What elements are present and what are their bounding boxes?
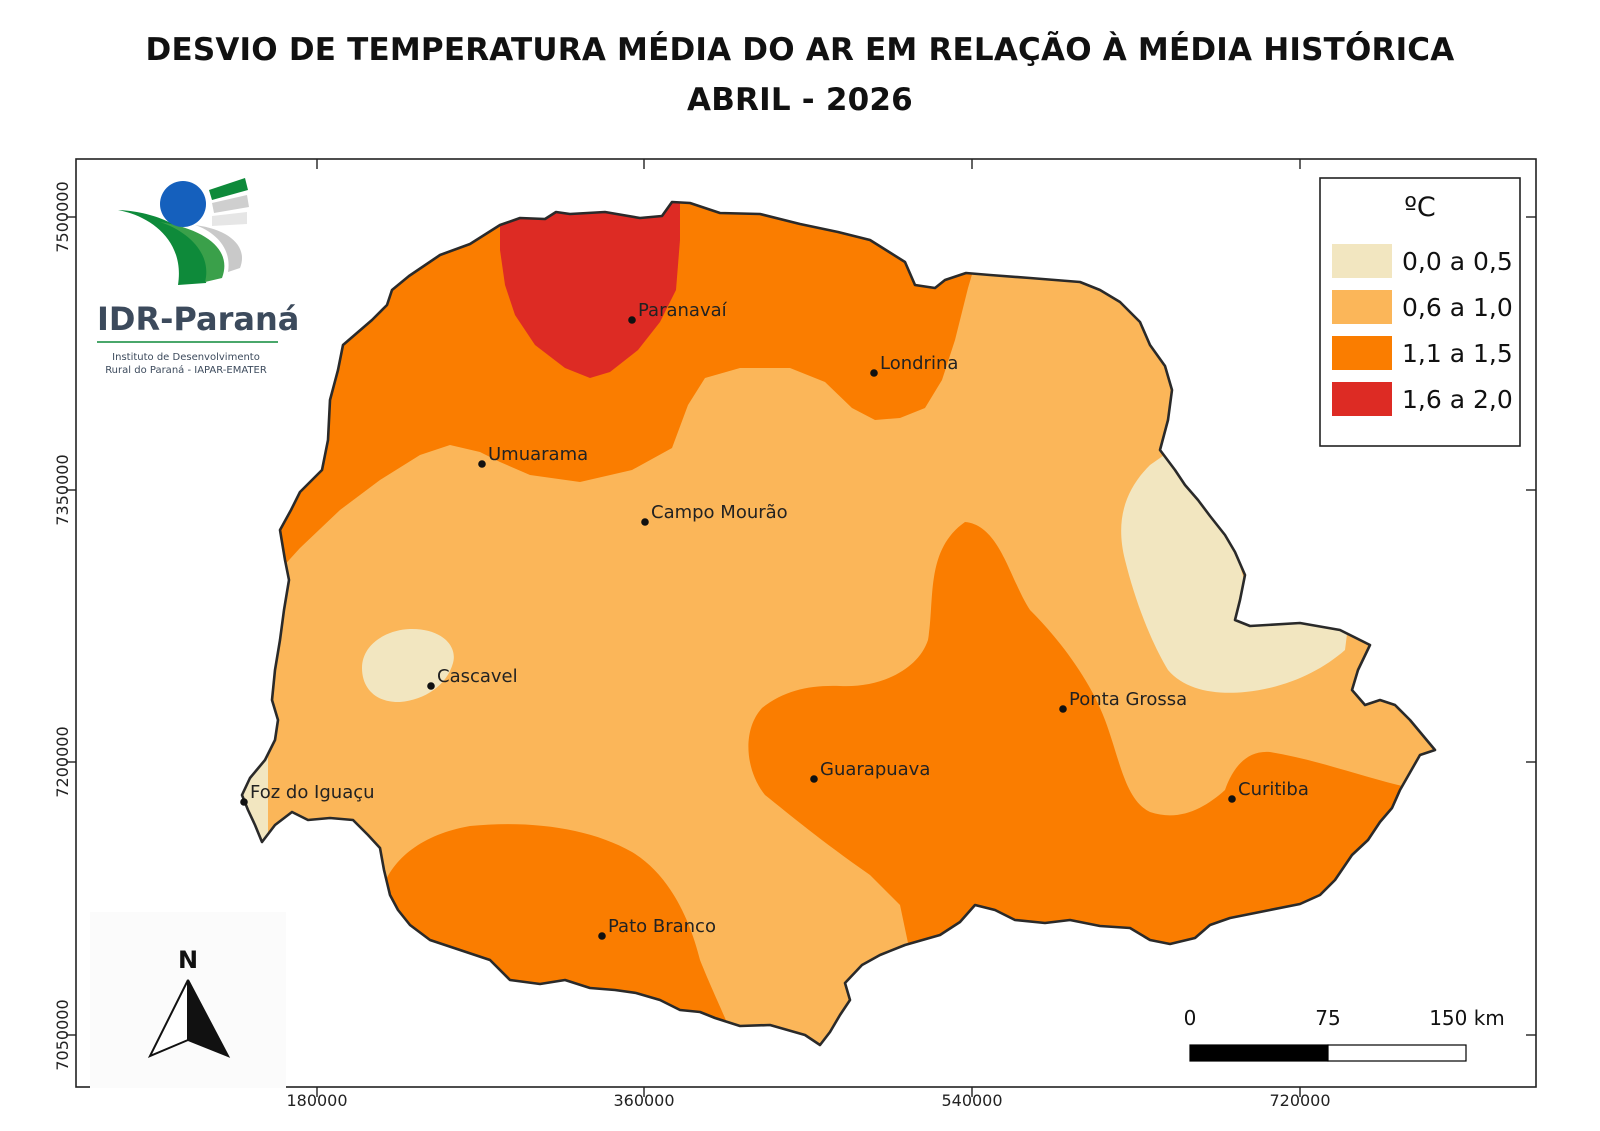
city-markers: Paranavaí Londrina Umuarama Campo Mourão… — [240, 300, 1309, 940]
city-label-ponta-grossa: Ponta Grossa — [1069, 689, 1187, 710]
legend-swatch — [1332, 382, 1392, 416]
city-dot — [1059, 705, 1067, 713]
city-label-umuarama: Umuarama — [488, 444, 588, 465]
logo-subtitle-line-1: Instituto de Desenvolvimento — [112, 352, 260, 363]
x-tick-label: 540000 — [941, 1091, 1002, 1110]
north-label: N — [178, 946, 198, 974]
idr-parana-logo: IDR-Paraná Instituto de Desenvolvimento … — [97, 178, 299, 376]
north-arrow: N — [90, 912, 286, 1088]
city-label-foz-do-iguacu: Foz do Iguaçu — [250, 782, 375, 803]
zone-0-0-0-5-east — [1121, 430, 1350, 693]
city-dot — [598, 932, 606, 940]
legend-label: 1,1 a 1,5 — [1402, 339, 1513, 368]
legend: ºC 0,0 a 0,5 0,6 a 1,0 1,1 a 1,5 1,6 a 2… — [1319, 177, 1521, 447]
city-dot — [427, 682, 435, 690]
city-label-paranavai: Paranavaí — [638, 300, 728, 321]
y-tick-label: 7200000 — [53, 726, 72, 797]
y-tick-label: 7050000 — [53, 999, 72, 1070]
legend-label: 0,6 a 1,0 — [1402, 293, 1513, 322]
legend-swatch — [1332, 336, 1392, 370]
city-label-guarapuava: Guarapuava — [820, 759, 930, 780]
legend-label: 0,0 a 0,5 — [1402, 247, 1513, 276]
logo-emblem-icon — [118, 178, 249, 285]
city-dot — [641, 518, 649, 526]
map-subtitle: ABRIL - 2026 — [687, 82, 913, 118]
scale-label: 75 — [1315, 1006, 1340, 1030]
x-tick-label: 720000 — [1269, 1091, 1330, 1110]
city-dot — [1228, 795, 1236, 803]
zone-0-0-0-5-foz — [242, 750, 268, 845]
x-tick-label: 360000 — [613, 1091, 674, 1110]
city-label-campo-mourao: Campo Mourão — [651, 502, 788, 523]
legend-title: ºC — [1404, 192, 1436, 223]
city-dot — [628, 316, 636, 324]
legend-swatch — [1332, 244, 1392, 278]
y-tick-label: 7350000 — [53, 454, 72, 525]
legend-label: 1,6 a 2,0 — [1402, 385, 1513, 414]
zone-1-6-2-0-paranavai — [500, 202, 680, 378]
logo-subtitle-line-2: Rural do Paraná - IAPAR-EMATER — [105, 364, 267, 376]
frame-ticks — [66, 159, 1536, 1097]
scale-bar-white-segment — [1327, 1044, 1467, 1062]
logo-name: IDR-Paraná — [97, 300, 299, 338]
city-label-pato-branco: Pato Branco — [608, 916, 716, 937]
zone-1-1-1-5-central-east — [748, 522, 1435, 1000]
city-dot — [810, 775, 818, 783]
map-title: DESVIO DE TEMPERATURA MÉDIA DO AR EM REL… — [145, 32, 1455, 68]
scale-label: 150 km — [1429, 1006, 1505, 1030]
scale-label: 0 — [1184, 1006, 1197, 1030]
scale-bar-black-segment — [1189, 1044, 1329, 1062]
y-tick-label: 7500000 — [53, 181, 72, 252]
city-dot — [240, 798, 248, 806]
legend-swatch — [1332, 290, 1392, 324]
north-arrow-icon — [147, 979, 231, 1058]
x-tick-label: 180000 — [286, 1091, 347, 1110]
city-label-cascavel: Cascavel — [437, 666, 518, 687]
scale-bar: 0 75 150 km — [1184, 1006, 1505, 1062]
city-label-londrina: Londrina — [880, 353, 958, 374]
city-dot — [478, 460, 486, 468]
city-label-curitiba: Curitiba — [1238, 779, 1309, 800]
city-dot — [870, 369, 878, 377]
